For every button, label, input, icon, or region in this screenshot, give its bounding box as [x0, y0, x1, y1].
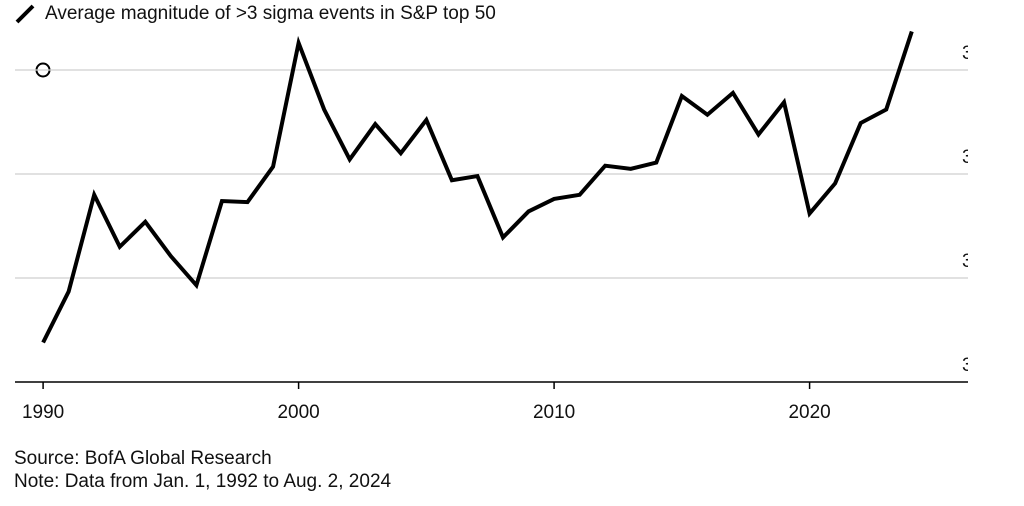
x-tick-label: 1990: [22, 402, 64, 423]
chart-title: Average magnitude of >3 sigma events in …: [45, 3, 496, 24]
x-tick-label: 2000: [277, 402, 319, 423]
data-line: [41, 30, 914, 344]
legend-icon: [15, 4, 35, 24]
source: Source: BofA Global Research: [14, 448, 272, 469]
y-tick-label: 3.6: [962, 43, 988, 64]
y-tick-label: 3.3: [962, 355, 988, 376]
x-tick-label: 2020: [788, 402, 830, 423]
plot: 3.3 3.4 3.5 3.6: [15, 30, 989, 376]
y-tick-label: 3.5: [962, 147, 988, 168]
y-tick-label: 3.4: [962, 251, 989, 272]
x-tick-label: 2010: [533, 402, 575, 423]
note: Note: Data from Jan. 1, 1992 to Aug. 2, …: [14, 471, 392, 492]
